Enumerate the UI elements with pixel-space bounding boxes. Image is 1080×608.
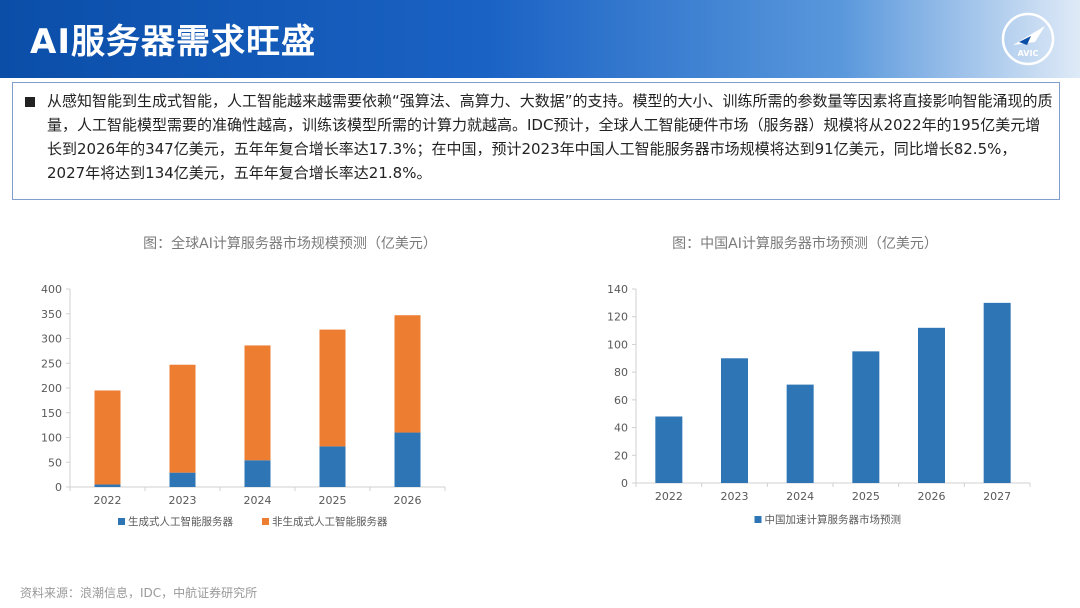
chart0-legend-label-0: 生成式人工智能服务器	[128, 515, 233, 528]
chart1-y-tick-label: 100	[607, 338, 628, 351]
chart1-y-tick-label: 0	[621, 477, 628, 490]
chart0-bar-2022-s0	[94, 484, 121, 487]
right-chart-title: 图：中国AI计算服务器市场预测（亿美元）	[672, 236, 938, 252]
source-note: 资料来源：浪潮信息，IDC，中航证券研究所	[20, 586, 258, 600]
chart0-y-tick-label: 200	[41, 382, 62, 395]
chart1-y-tick-label: 120	[607, 311, 628, 324]
chart0-y-tick-label: 100	[41, 432, 62, 445]
chart0-y-tick-label: 300	[41, 333, 62, 346]
chart0-y-tick-label: 50	[48, 456, 62, 469]
chart0-bar-2025-s0	[319, 446, 346, 487]
chart1-x-tick-label: 2022	[655, 490, 683, 503]
chart0-bar-2026-s1	[394, 315, 421, 433]
chart1-x-tick-label: 2023	[721, 490, 749, 503]
chart1-bar-2022-s0	[655, 416, 683, 483]
chart1-x-tick-label: 2026	[918, 490, 946, 503]
chart0-bar-2023-s0	[169, 472, 196, 487]
chart0-x-tick-label: 2025	[319, 494, 347, 507]
chart1-y-tick-label: 80	[614, 366, 628, 379]
bullet-square-icon	[25, 97, 35, 107]
chart0-bar-2024-s0	[244, 460, 271, 487]
chart1-bar-2023-s0	[721, 358, 748, 483]
chart1-legend-swatch-0	[754, 516, 762, 523]
logo-text: AVIC	[1018, 49, 1039, 58]
chart0-x-tick-label: 2023	[169, 494, 197, 507]
chart0-bar-2026-s0	[394, 432, 421, 487]
chart0-legend-swatch-1	[262, 518, 269, 525]
chart0-x-tick-label: 2022	[94, 494, 122, 507]
chart1-bar-2024-s0	[786, 384, 814, 483]
chart1-y-tick-label: 60	[614, 394, 628, 407]
chart0-x-tick-label: 2024	[244, 494, 272, 507]
chart0-bar-2023-s1	[169, 364, 196, 473]
left-chart-title: 图：全球AI计算服务器市场规模预测（亿美元）	[143, 236, 437, 252]
chart0-y-tick-label: 400	[41, 283, 62, 296]
chart0-y-tick-label: 0	[55, 481, 62, 494]
chart0-bar-2022-s1	[94, 390, 121, 485]
chart1-y-tick-label: 20	[614, 449, 628, 462]
page-title: AI服务器需求旺盛	[30, 22, 316, 62]
chart0-x-tick-label: 2026	[394, 494, 422, 507]
chart0-bar-2024-s1	[244, 345, 271, 461]
chart1-y-tick-label: 40	[614, 422, 628, 435]
chart1-y-tick-label: 140	[607, 283, 628, 296]
chart1-x-tick-label: 2024	[786, 490, 814, 503]
avic-logo-icon: AVIC	[1001, 12, 1055, 66]
chart1-legend-label-0: 中国加速计算服务器市场预测	[765, 513, 902, 526]
summary-box: 从感知智能到生成式智能，人工智能越来越需要依赖“强算法、高算力、大数据”的支持。…	[12, 82, 1060, 200]
chart0-bar-2025-s1	[319, 329, 346, 447]
chart0-legend-swatch-0	[118, 518, 125, 525]
chart0-y-tick-label: 250	[41, 357, 62, 370]
chart1-bar-2025-s0	[852, 351, 880, 483]
summary-text: 从感知智能到生成式智能，人工智能越来越需要依赖“强算法、高算力、大数据”的支持。…	[47, 92, 1053, 182]
header-banner: AI服务器需求旺盛 AVIC	[0, 0, 1080, 78]
chart0-y-tick-label: 150	[41, 407, 62, 420]
chart0-legend-label-1: 非生成式人工智能服务器	[272, 515, 388, 528]
chart0-y-tick-label: 350	[41, 308, 62, 321]
chart1-bar-2026-s0	[918, 327, 945, 483]
chart1-bar-2027-s0	[983, 302, 1011, 483]
chart1-x-tick-label: 2025	[852, 490, 880, 503]
chart1-x-tick-label: 2027	[983, 490, 1011, 503]
